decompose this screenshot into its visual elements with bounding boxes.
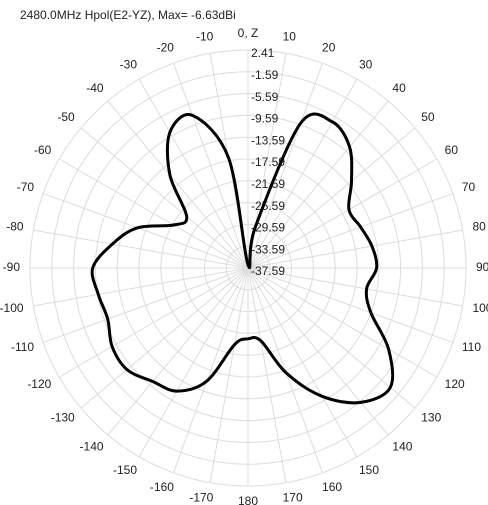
ring <box>116 136 380 400</box>
angle-label: -30 <box>120 58 138 72</box>
angle-label: 170 <box>283 491 303 505</box>
angle-label: 120 <box>445 377 465 391</box>
angle-label: -130 <box>51 411 75 425</box>
angle-label: -140 <box>80 439 104 453</box>
angle-label: -170 <box>189 491 213 505</box>
r-tick-label: -17.59 <box>251 155 285 169</box>
angle-label: -120 <box>27 377 51 391</box>
angle-label: 10 <box>283 30 297 44</box>
angle-label: 110 <box>462 340 481 354</box>
ring <box>182 202 314 334</box>
angle-label: 180 <box>238 494 258 505</box>
angle-label: -20 <box>157 40 175 54</box>
angle-label: -110 <box>11 340 34 354</box>
angle-label: 50 <box>421 110 435 124</box>
ring <box>73 93 423 443</box>
angle-label: -70 <box>17 180 35 194</box>
r-tick-label: -9.59 <box>251 112 279 126</box>
angle-label: -80 <box>6 220 24 234</box>
angle-label: 0, Z <box>238 26 259 40</box>
angle-label: -60 <box>34 143 52 157</box>
r-tick-label: -5.59 <box>251 90 279 104</box>
r-tick-label: 2.41 <box>251 46 275 60</box>
ring <box>94 114 402 422</box>
angle-label: -100 <box>0 301 24 315</box>
ring <box>138 158 358 378</box>
ring <box>51 71 445 465</box>
angle-label: 90, Y <box>476 260 488 274</box>
angle-label: 20 <box>322 40 336 54</box>
angle-label: 30 <box>359 58 373 72</box>
angle-label: -10 <box>196 30 214 44</box>
angle-label: -50 <box>57 110 75 124</box>
angle-label: 100 <box>472 301 488 315</box>
r-tick-label: -13.59 <box>251 133 285 147</box>
angle-label: 160 <box>322 480 342 494</box>
r-tick-label: -33.59 <box>251 242 285 256</box>
pattern-line <box>90 112 395 405</box>
angle-label: 80 <box>472 220 486 234</box>
angle-label: -160 <box>150 480 174 494</box>
ring <box>225 245 271 291</box>
angle-label: 150 <box>359 463 379 477</box>
r-tick-label: -29.59 <box>251 221 285 235</box>
r-tick-label: -1.59 <box>251 68 279 82</box>
angle-label: -40 <box>86 81 104 95</box>
chart-title: 2480.0MHz Hpol(E2-YZ), Max= -6.63dBi <box>20 8 236 22</box>
ring <box>203 223 293 313</box>
angle-label: 40 <box>392 81 406 95</box>
angle-label: -150 <box>113 463 137 477</box>
r-tick-label: -25.59 <box>251 199 285 213</box>
ring <box>29 49 467 487</box>
angle-label: -90 <box>3 260 21 274</box>
r-tick-label: -37.59 <box>251 264 285 278</box>
angle-label: 70 <box>462 180 476 194</box>
r-tick-label: -21.59 <box>251 177 285 191</box>
ring <box>160 180 336 356</box>
angle-label: 140 <box>392 439 412 453</box>
angle-label: 130 <box>421 411 441 425</box>
angle-label: 60 <box>445 143 459 157</box>
